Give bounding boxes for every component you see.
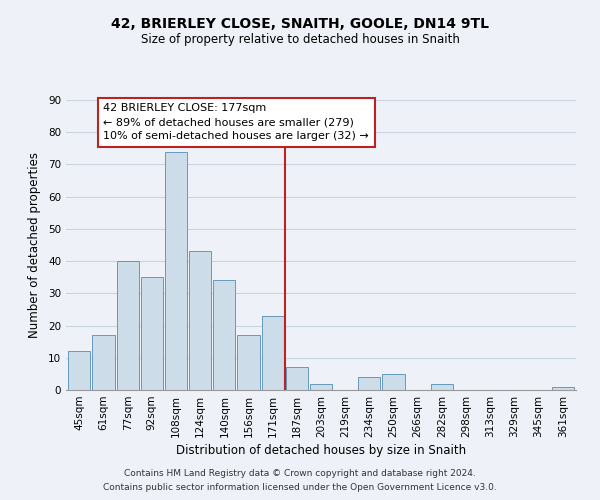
Bar — [358, 377, 380, 390]
Bar — [165, 152, 187, 390]
Text: 42, BRIERLEY CLOSE, SNAITH, GOOLE, DN14 9TL: 42, BRIERLEY CLOSE, SNAITH, GOOLE, DN14 … — [111, 18, 489, 32]
Bar — [189, 252, 211, 390]
Text: Contains HM Land Registry data © Crown copyright and database right 2024.: Contains HM Land Registry data © Crown c… — [124, 468, 476, 477]
Text: Contains public sector information licensed under the Open Government Licence v3: Contains public sector information licen… — [103, 484, 497, 492]
Bar — [213, 280, 235, 390]
Bar — [68, 352, 91, 390]
Bar — [286, 368, 308, 390]
X-axis label: Distribution of detached houses by size in Snaith: Distribution of detached houses by size … — [176, 444, 466, 457]
Bar — [551, 387, 574, 390]
Bar — [262, 316, 284, 390]
Bar — [310, 384, 332, 390]
Bar — [116, 261, 139, 390]
Bar — [431, 384, 453, 390]
Bar — [92, 335, 115, 390]
Bar — [238, 335, 260, 390]
Y-axis label: Number of detached properties: Number of detached properties — [28, 152, 41, 338]
Bar — [382, 374, 404, 390]
Bar — [140, 277, 163, 390]
Text: Size of property relative to detached houses in Snaith: Size of property relative to detached ho… — [140, 32, 460, 46]
Text: 42 BRIERLEY CLOSE: 177sqm
← 89% of detached houses are smaller (279)
10% of semi: 42 BRIERLEY CLOSE: 177sqm ← 89% of detac… — [103, 103, 369, 141]
